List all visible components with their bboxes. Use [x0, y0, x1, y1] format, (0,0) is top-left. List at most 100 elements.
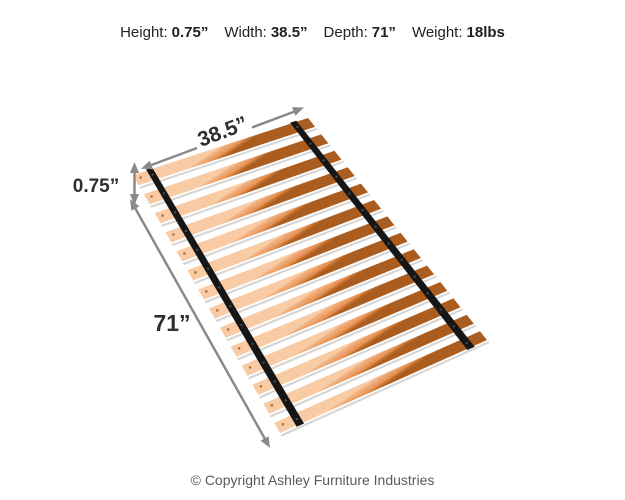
strap-rivet	[162, 192, 165, 195]
slat-shadow	[171, 177, 358, 246]
strap-rivet	[240, 323, 243, 327]
strap-rivet	[309, 142, 312, 145]
arrowhead	[141, 160, 153, 170]
slat	[198, 216, 395, 300]
screw-hole	[204, 290, 208, 293]
arrowhead	[129, 162, 140, 173]
screw-hole	[461, 320, 465, 323]
strap-rivet	[335, 175, 338, 179]
slat-shadow	[269, 324, 477, 418]
strap-rivet	[465, 341, 469, 345]
slat	[209, 232, 408, 319]
screw-hole	[435, 287, 439, 290]
slat	[165, 167, 355, 243]
strap-rivet	[217, 286, 221, 289]
slat-shadow	[150, 144, 332, 208]
screw-hole	[150, 195, 153, 198]
screw-hole	[330, 155, 333, 158]
screw-hole	[172, 233, 175, 236]
width-dimension-arrow	[141, 107, 304, 170]
screw-hole	[474, 336, 478, 340]
slat	[187, 200, 382, 281]
slat-shadow	[139, 128, 318, 189]
strap-rivet	[361, 208, 364, 212]
strap-rivet	[206, 267, 210, 270]
strap-rivet	[400, 258, 403, 262]
screw-hole	[382, 221, 386, 224]
slat-shadow	[193, 210, 384, 285]
spec-width-value: 38.5”	[270, 24, 308, 41]
strap-layer	[146, 120, 475, 427]
dimension-line	[149, 146, 198, 167]
slat-shadow	[182, 193, 371, 266]
dimension-line	[133, 206, 267, 441]
slat-shadow	[161, 160, 345, 227]
screw-hole	[281, 423, 285, 426]
slat-shadow	[237, 275, 437, 361]
slat	[154, 150, 342, 224]
arrowhead	[292, 107, 304, 116]
screw-hole	[409, 254, 412, 257]
slat-shadow	[215, 242, 411, 323]
strap-rivet	[322, 159, 325, 162]
strap-rivet	[296, 125, 299, 129]
screw-hole	[226, 328, 230, 331]
slat	[241, 282, 448, 376]
slat	[274, 331, 487, 433]
strap-rivet	[452, 325, 456, 328]
slat-shadow	[280, 341, 490, 437]
thickness-dimension-arrow	[129, 162, 140, 205]
strap-rivet	[151, 173, 154, 176]
strap-rivet	[348, 192, 351, 195]
strap-rivet	[374, 225, 377, 228]
strap-rivet	[273, 380, 276, 383]
spec-weight-value: 18lbs	[466, 24, 505, 41]
strap-rivet	[413, 275, 416, 278]
screw-hole	[237, 347, 241, 350]
depth-dimension-label: 71”	[153, 310, 190, 336]
strap	[146, 167, 304, 427]
screw-hole	[304, 122, 307, 125]
strap-rivet	[387, 242, 390, 245]
slat-shadow	[258, 308, 464, 399]
strap-rivet	[262, 361, 265, 364]
screw-hole	[396, 237, 399, 241]
screw-hole	[194, 271, 197, 274]
screw-hole	[422, 270, 425, 274]
arrowhead	[129, 194, 140, 205]
slat-shadow	[247, 292, 451, 380]
slat	[252, 298, 461, 395]
slat-layer	[133, 118, 487, 433]
strap-rivet	[295, 417, 299, 421]
screw-hole	[270, 404, 274, 407]
strap-rivet	[439, 308, 442, 312]
screw-hole	[139, 176, 143, 179]
slat	[143, 134, 329, 205]
slat-shadow	[226, 259, 424, 342]
slat-shadow	[204, 226, 398, 304]
screw-hole	[317, 138, 320, 142]
strap-rivet	[184, 229, 188, 233]
screw-hole	[161, 214, 164, 217]
spec-weight-label: Weight:	[411, 24, 463, 41]
strap	[290, 120, 475, 350]
strap-rivet	[284, 399, 287, 402]
screw-hole	[183, 252, 186, 255]
thickness-dimension-label: 0.75”	[73, 176, 119, 197]
strap-rivet	[173, 211, 177, 214]
depth-dimension-arrow	[130, 199, 270, 448]
screw-hole	[215, 309, 219, 312]
strap-rivet	[426, 291, 429, 295]
spec-depth-label: Depth:	[323, 24, 368, 41]
screw-hole	[369, 204, 373, 208]
screw-hole	[248, 366, 252, 369]
spec-bar: Height: 0.75” Width: 38.5” Depth: 71” Weigh…	[0, 24, 625, 42]
spec-height-label: Height:	[120, 24, 168, 41]
screw-hole	[448, 303, 452, 307]
spec-depth: Depth: 71”	[324, 24, 396, 42]
arrowhead	[130, 199, 140, 211]
screw-hole	[259, 385, 263, 388]
arrowhead	[260, 436, 270, 448]
copyright-text: © Copyright Ashley Furniture Industries	[190, 472, 435, 488]
screw-hole	[356, 188, 360, 191]
